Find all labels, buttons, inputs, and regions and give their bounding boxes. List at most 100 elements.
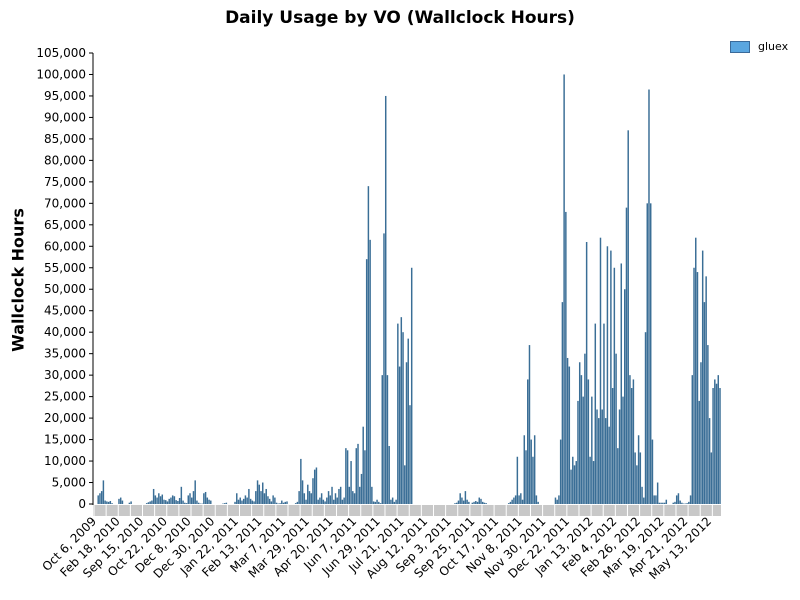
bar: [210, 500, 212, 504]
bar: [622, 396, 624, 504]
bar: [565, 211, 567, 504]
bar: [630, 388, 633, 504]
bar: [566, 357, 569, 504]
bar: [367, 186, 370, 504]
bar: [121, 500, 124, 504]
bar: [355, 448, 358, 504]
y-tick-label: 100,000: [36, 67, 86, 81]
bar: [104, 500, 106, 504]
bar: [530, 439, 532, 504]
y-tick-label: 5,000: [52, 476, 86, 490]
bar: [589, 456, 591, 504]
bar: [675, 495, 678, 504]
bar: [145, 503, 148, 504]
bar: [558, 495, 560, 504]
bar: [102, 480, 105, 504]
bar: [248, 488, 250, 504]
bar: [156, 497, 158, 504]
bar: [639, 452, 642, 504]
bar: [320, 493, 323, 504]
bar: [168, 498, 170, 504]
bar: [523, 435, 526, 504]
bar: [461, 497, 463, 504]
bar: [339, 486, 342, 504]
bar: [203, 493, 205, 504]
bar: [514, 495, 517, 504]
bar: [322, 499, 325, 504]
bar: [710, 452, 713, 504]
bar: [333, 499, 335, 504]
bar: [371, 486, 373, 504]
bar: [578, 362, 581, 504]
bar: [665, 499, 668, 504]
y-tick-label: 65,000: [44, 218, 86, 232]
bar: [525, 450, 527, 504]
bar: [611, 388, 614, 504]
bar: [313, 469, 316, 504]
bar: [679, 500, 681, 504]
bar: [376, 499, 378, 504]
bar: [128, 502, 131, 504]
bar: [703, 302, 706, 504]
bar: [513, 497, 515, 504]
bar: [251, 500, 254, 504]
bar: [301, 480, 304, 504]
bar: [596, 409, 598, 504]
bar: [613, 267, 616, 504]
bar: [457, 500, 460, 504]
bar: [111, 503, 113, 504]
bar: [634, 452, 636, 504]
bar: [598, 418, 600, 504]
bar: [468, 501, 470, 504]
bar: [575, 461, 577, 504]
bar: [97, 495, 99, 504]
bar: [572, 456, 574, 504]
bar: [225, 502, 228, 504]
bar: [629, 375, 631, 504]
bar: [326, 497, 328, 504]
bar: [310, 493, 312, 504]
chart-title: Daily Usage by VO (Wallclock Hours): [225, 8, 575, 28]
bar: [194, 480, 196, 504]
bar: [265, 488, 267, 504]
bar: [672, 502, 674, 504]
bar: [563, 74, 565, 504]
bar: [707, 345, 709, 504]
bar: [688, 501, 690, 504]
y-tick-label: 15,000: [44, 433, 86, 447]
bar: [410, 267, 413, 504]
bar: [242, 498, 245, 504]
y-tick-label: 80,000: [44, 153, 86, 167]
bar: [350, 461, 352, 504]
bar: [317, 499, 319, 504]
legend: gluex: [730, 40, 788, 53]
bar: [701, 250, 704, 504]
y-tick-label: 105,000: [36, 46, 86, 60]
bar: [187, 495, 190, 504]
bar: [681, 502, 683, 504]
bar: [568, 366, 571, 504]
bar: [561, 302, 564, 504]
bar: [303, 493, 306, 504]
y-tick-label: 60,000: [44, 239, 86, 253]
bar: [388, 446, 390, 504]
bar: [656, 482, 659, 504]
bar: [407, 338, 409, 504]
bar: [374, 501, 377, 504]
bar: [184, 502, 186, 504]
y-tick-label: 55,000: [44, 261, 86, 275]
bar: [130, 501, 132, 504]
bar: [459, 493, 461, 504]
bar: [715, 383, 718, 504]
bar: [559, 439, 562, 504]
bar: [163, 499, 165, 504]
bar: [509, 501, 512, 504]
bar: [118, 498, 120, 504]
bar: [637, 435, 640, 504]
bar: [603, 323, 605, 504]
bar: [691, 375, 694, 504]
y-tick-label: 20,000: [44, 411, 86, 425]
bar: [625, 207, 628, 504]
y-tick-label: 70,000: [44, 196, 86, 210]
bar: [471, 502, 474, 504]
